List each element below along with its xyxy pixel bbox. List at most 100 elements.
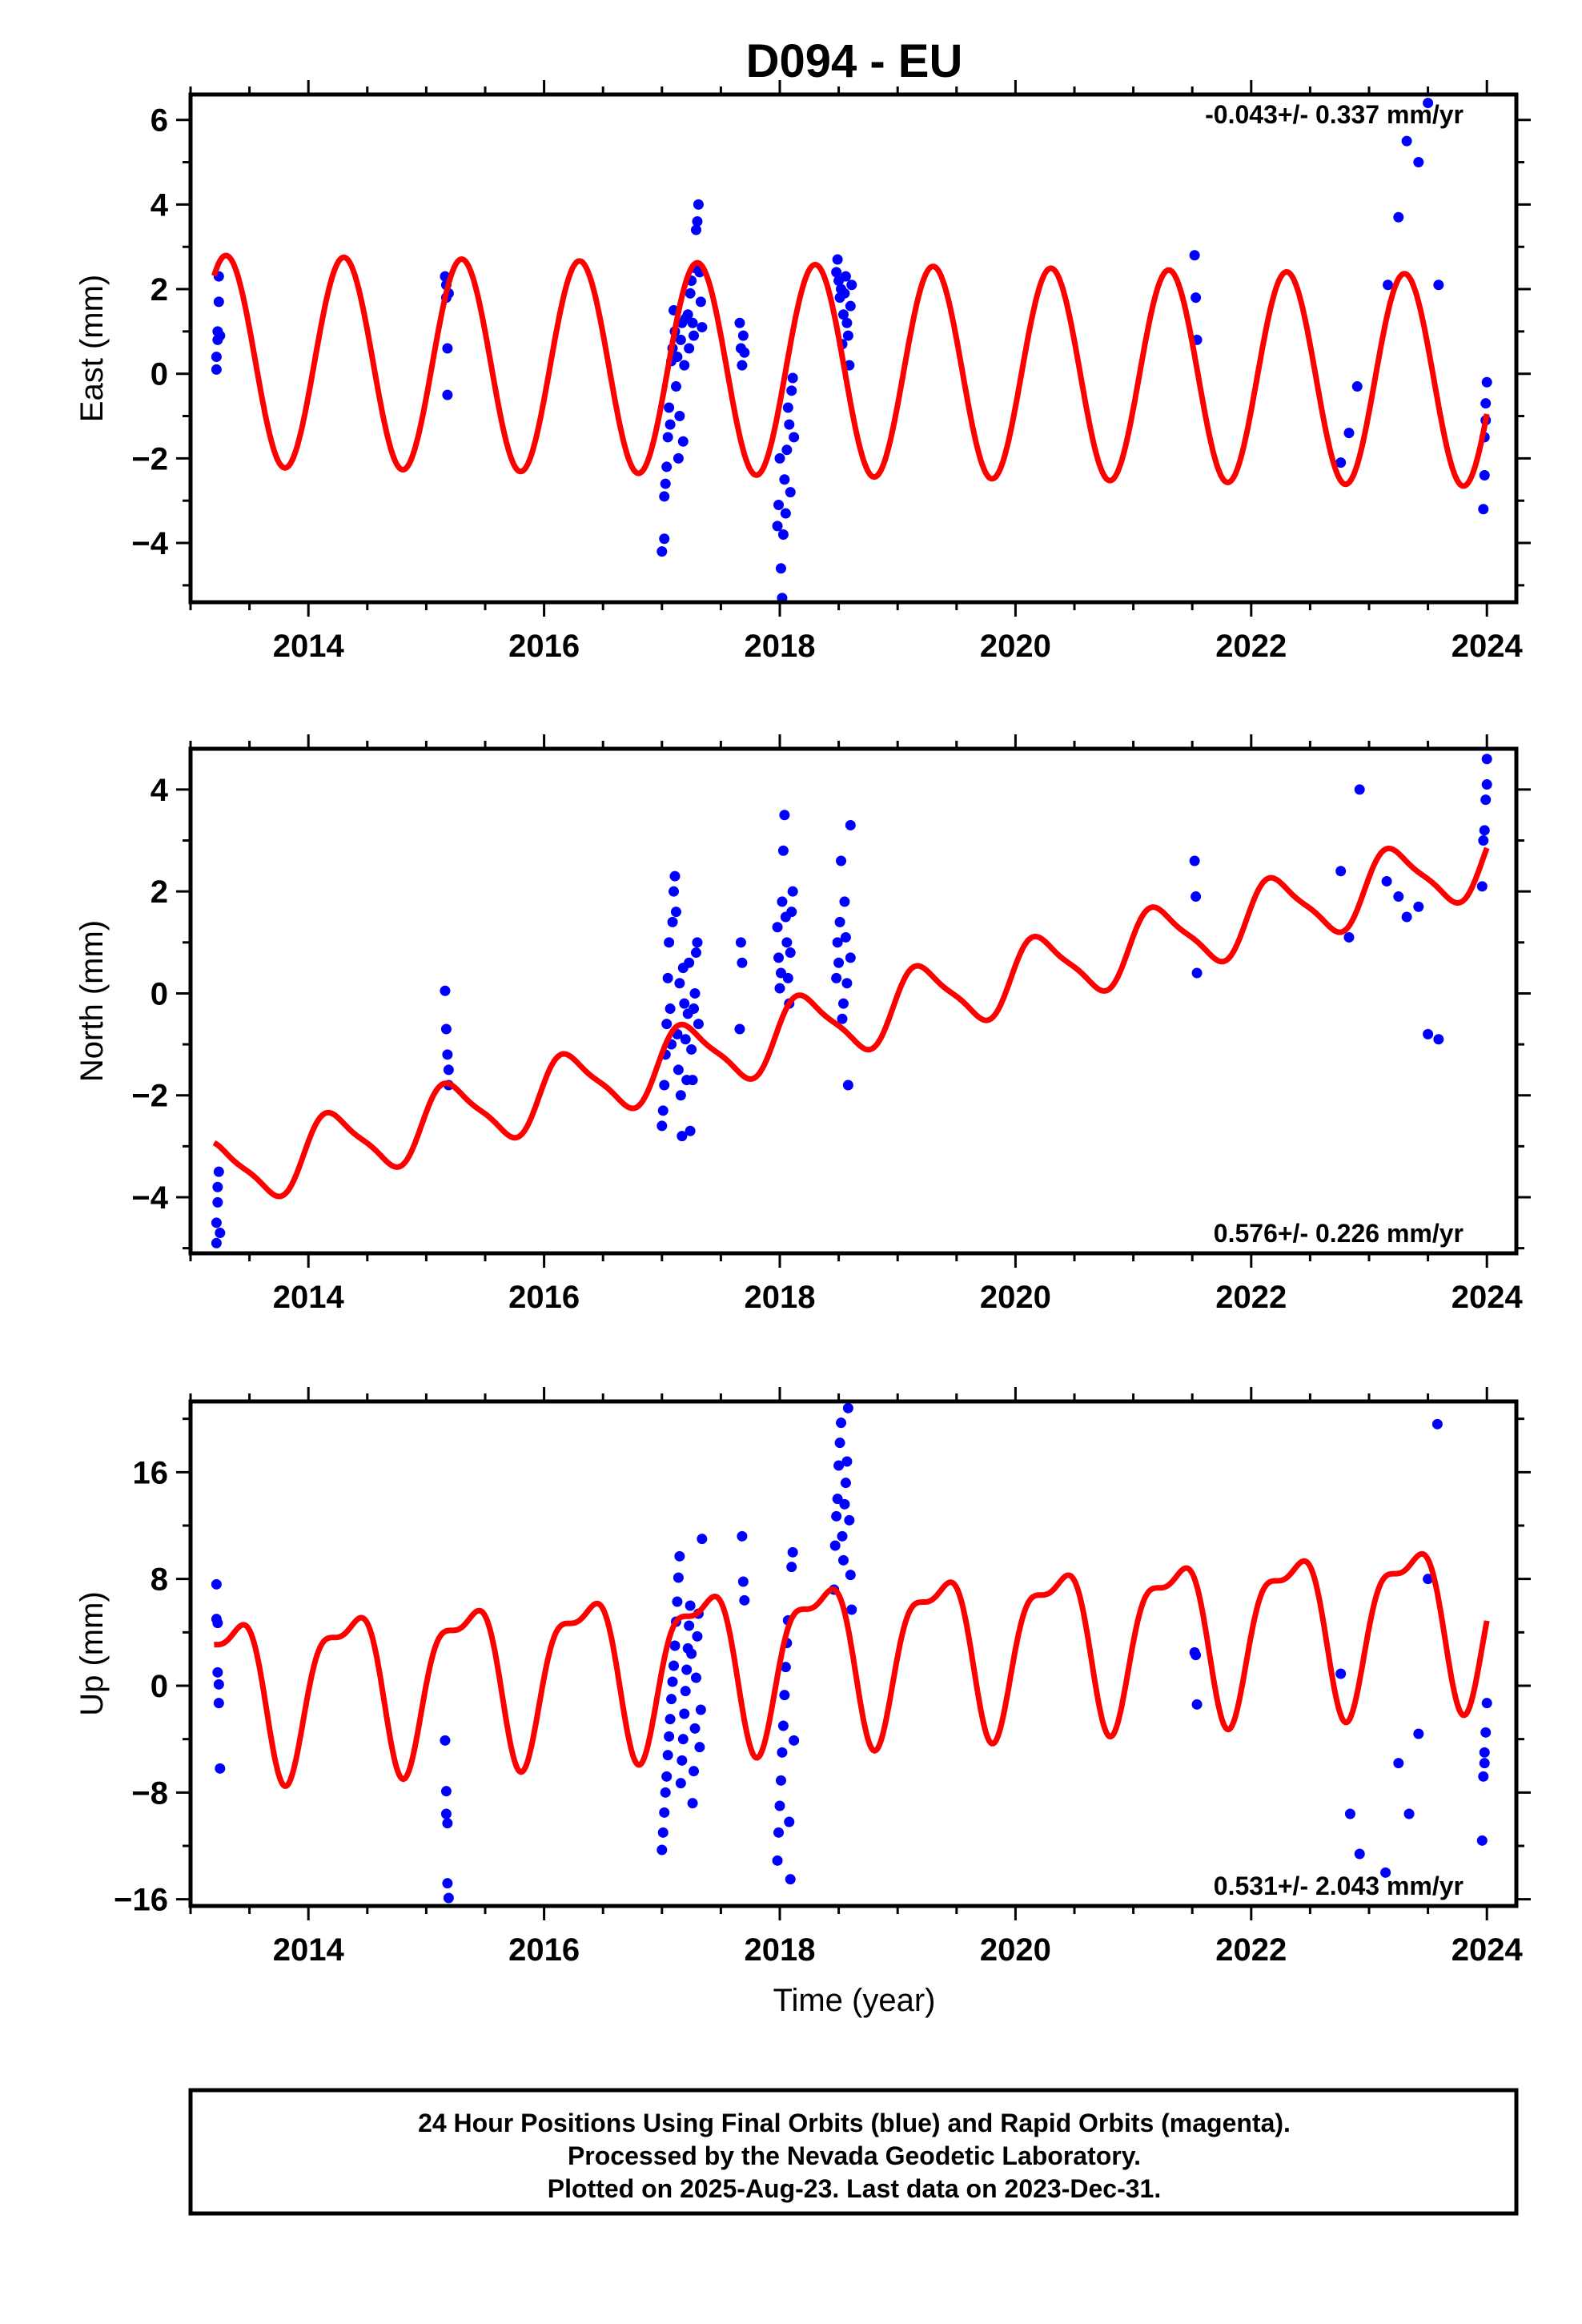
- data-point: [211, 1578, 222, 1590]
- data-point: [677, 1734, 689, 1745]
- data-point: [777, 845, 789, 856]
- data-point: [689, 330, 700, 341]
- data-point: [1393, 211, 1404, 223]
- data-point: [845, 300, 856, 312]
- data-point: [787, 1546, 798, 1558]
- data-point: [1354, 1848, 1365, 1860]
- data-point: [656, 1120, 668, 1132]
- y-tick-label: 4: [151, 773, 169, 808]
- data-point: [1433, 279, 1444, 291]
- east-panel: 2014 2016 2018 2020 2022 2024 −4 −2 0 2 4 6 East (mm…: [74, 80, 1531, 664]
- y-tick-label: 2: [151, 875, 168, 910]
- data-point: [1401, 911, 1412, 923]
- data-point: [832, 254, 843, 265]
- data-point: [674, 1550, 685, 1562]
- y-tick-label: 16: [133, 1455, 169, 1490]
- east-y-axis-label: East (mm): [74, 275, 110, 422]
- data-point: [1383, 279, 1394, 291]
- data-point: [845, 1570, 856, 1581]
- data-point: [780, 508, 791, 519]
- data-point: [1191, 292, 1202, 304]
- up-panel: 2014 2016 2018 2020 2022 2024 −16 −8 0 8 16 Up (mm)…: [74, 1387, 1531, 1968]
- data-point: [666, 1694, 677, 1705]
- data-point: [845, 819, 856, 830]
- data-point: [694, 1742, 705, 1753]
- data-point: [1423, 98, 1434, 109]
- x-tick-label: 2020: [980, 1280, 1051, 1315]
- footer-line-1: 24 Hour Positions Using Final Orbits (bl…: [418, 2109, 1291, 2137]
- data-point: [213, 1679, 224, 1690]
- data-point: [211, 364, 222, 375]
- north-data-points: [211, 754, 1492, 1248]
- data-point: [664, 937, 675, 948]
- data-point: [684, 957, 695, 968]
- x-axis-label: Time (year): [773, 1983, 936, 2018]
- data-point: [1476, 1835, 1488, 1846]
- data-point: [662, 432, 673, 443]
- data-point: [739, 1594, 750, 1606]
- data-point: [781, 937, 793, 948]
- data-point: [779, 810, 790, 821]
- data-point: [1393, 1758, 1404, 1769]
- x-tick-label: 2014: [273, 629, 345, 664]
- data-point: [773, 1827, 785, 1838]
- data-point: [679, 1708, 690, 1719]
- data-point: [1481, 754, 1492, 765]
- data-point: [1481, 376, 1492, 388]
- data-point: [687, 1075, 698, 1086]
- x-tick-label: 2016: [508, 1280, 580, 1315]
- x-tick-label: 2024: [1452, 629, 1524, 664]
- data-point: [1431, 1418, 1443, 1429]
- x-tick-label: 2020: [980, 629, 1051, 664]
- data-point: [789, 432, 800, 443]
- data-point: [673, 1064, 684, 1076]
- y-tick-label: −4: [131, 1180, 168, 1216]
- data-point: [660, 1787, 671, 1798]
- data-point: [1480, 398, 1492, 409]
- data-point: [665, 1003, 676, 1015]
- data-point: [689, 987, 701, 999]
- data-point: [774, 452, 785, 464]
- north-y-axis-label: North (mm): [74, 920, 110, 1082]
- data-point: [737, 1576, 749, 1587]
- x-tick-label: 2020: [980, 1932, 1051, 1968]
- data-point: [737, 957, 748, 968]
- data-point: [442, 343, 453, 354]
- data-point: [697, 1534, 708, 1545]
- data-point: [661, 461, 673, 472]
- data-point: [685, 287, 696, 299]
- data-point: [786, 907, 797, 918]
- data-point: [443, 1892, 454, 1904]
- x-tick-label: 2014: [273, 1932, 345, 1968]
- data-point: [681, 1664, 693, 1675]
- data-point: [662, 972, 673, 983]
- data-point: [659, 1080, 670, 1091]
- data-point: [846, 279, 857, 291]
- data-point: [687, 317, 698, 328]
- data-point: [1393, 891, 1404, 903]
- up-rate-label: 0.531+/- 2.043 mm/yr: [1214, 1872, 1464, 1900]
- data-point: [670, 907, 681, 918]
- data-point: [837, 1530, 848, 1542]
- data-point: [656, 546, 668, 557]
- data-point: [695, 1704, 706, 1715]
- x-tick-label: 2022: [1215, 1280, 1287, 1315]
- data-point: [782, 402, 793, 413]
- x-tick-label: 2016: [508, 629, 580, 664]
- data-point: [787, 886, 798, 897]
- y-tick-label: −2: [131, 441, 168, 476]
- data-point: [664, 402, 675, 413]
- data-point: [440, 1023, 452, 1035]
- data-point: [690, 1672, 701, 1683]
- data-point: [211, 352, 222, 363]
- data-point: [211, 1217, 222, 1228]
- up-data-points: [211, 1402, 1492, 1904]
- data-point: [685, 1600, 696, 1611]
- data-point: [1478, 835, 1489, 846]
- data-point: [844, 1514, 855, 1526]
- y-tick-label: −8: [131, 1775, 168, 1811]
- data-point: [785, 947, 796, 959]
- data-point: [1481, 779, 1492, 790]
- x-tick-label: 2024: [1452, 1932, 1524, 1968]
- data-point: [1191, 891, 1202, 903]
